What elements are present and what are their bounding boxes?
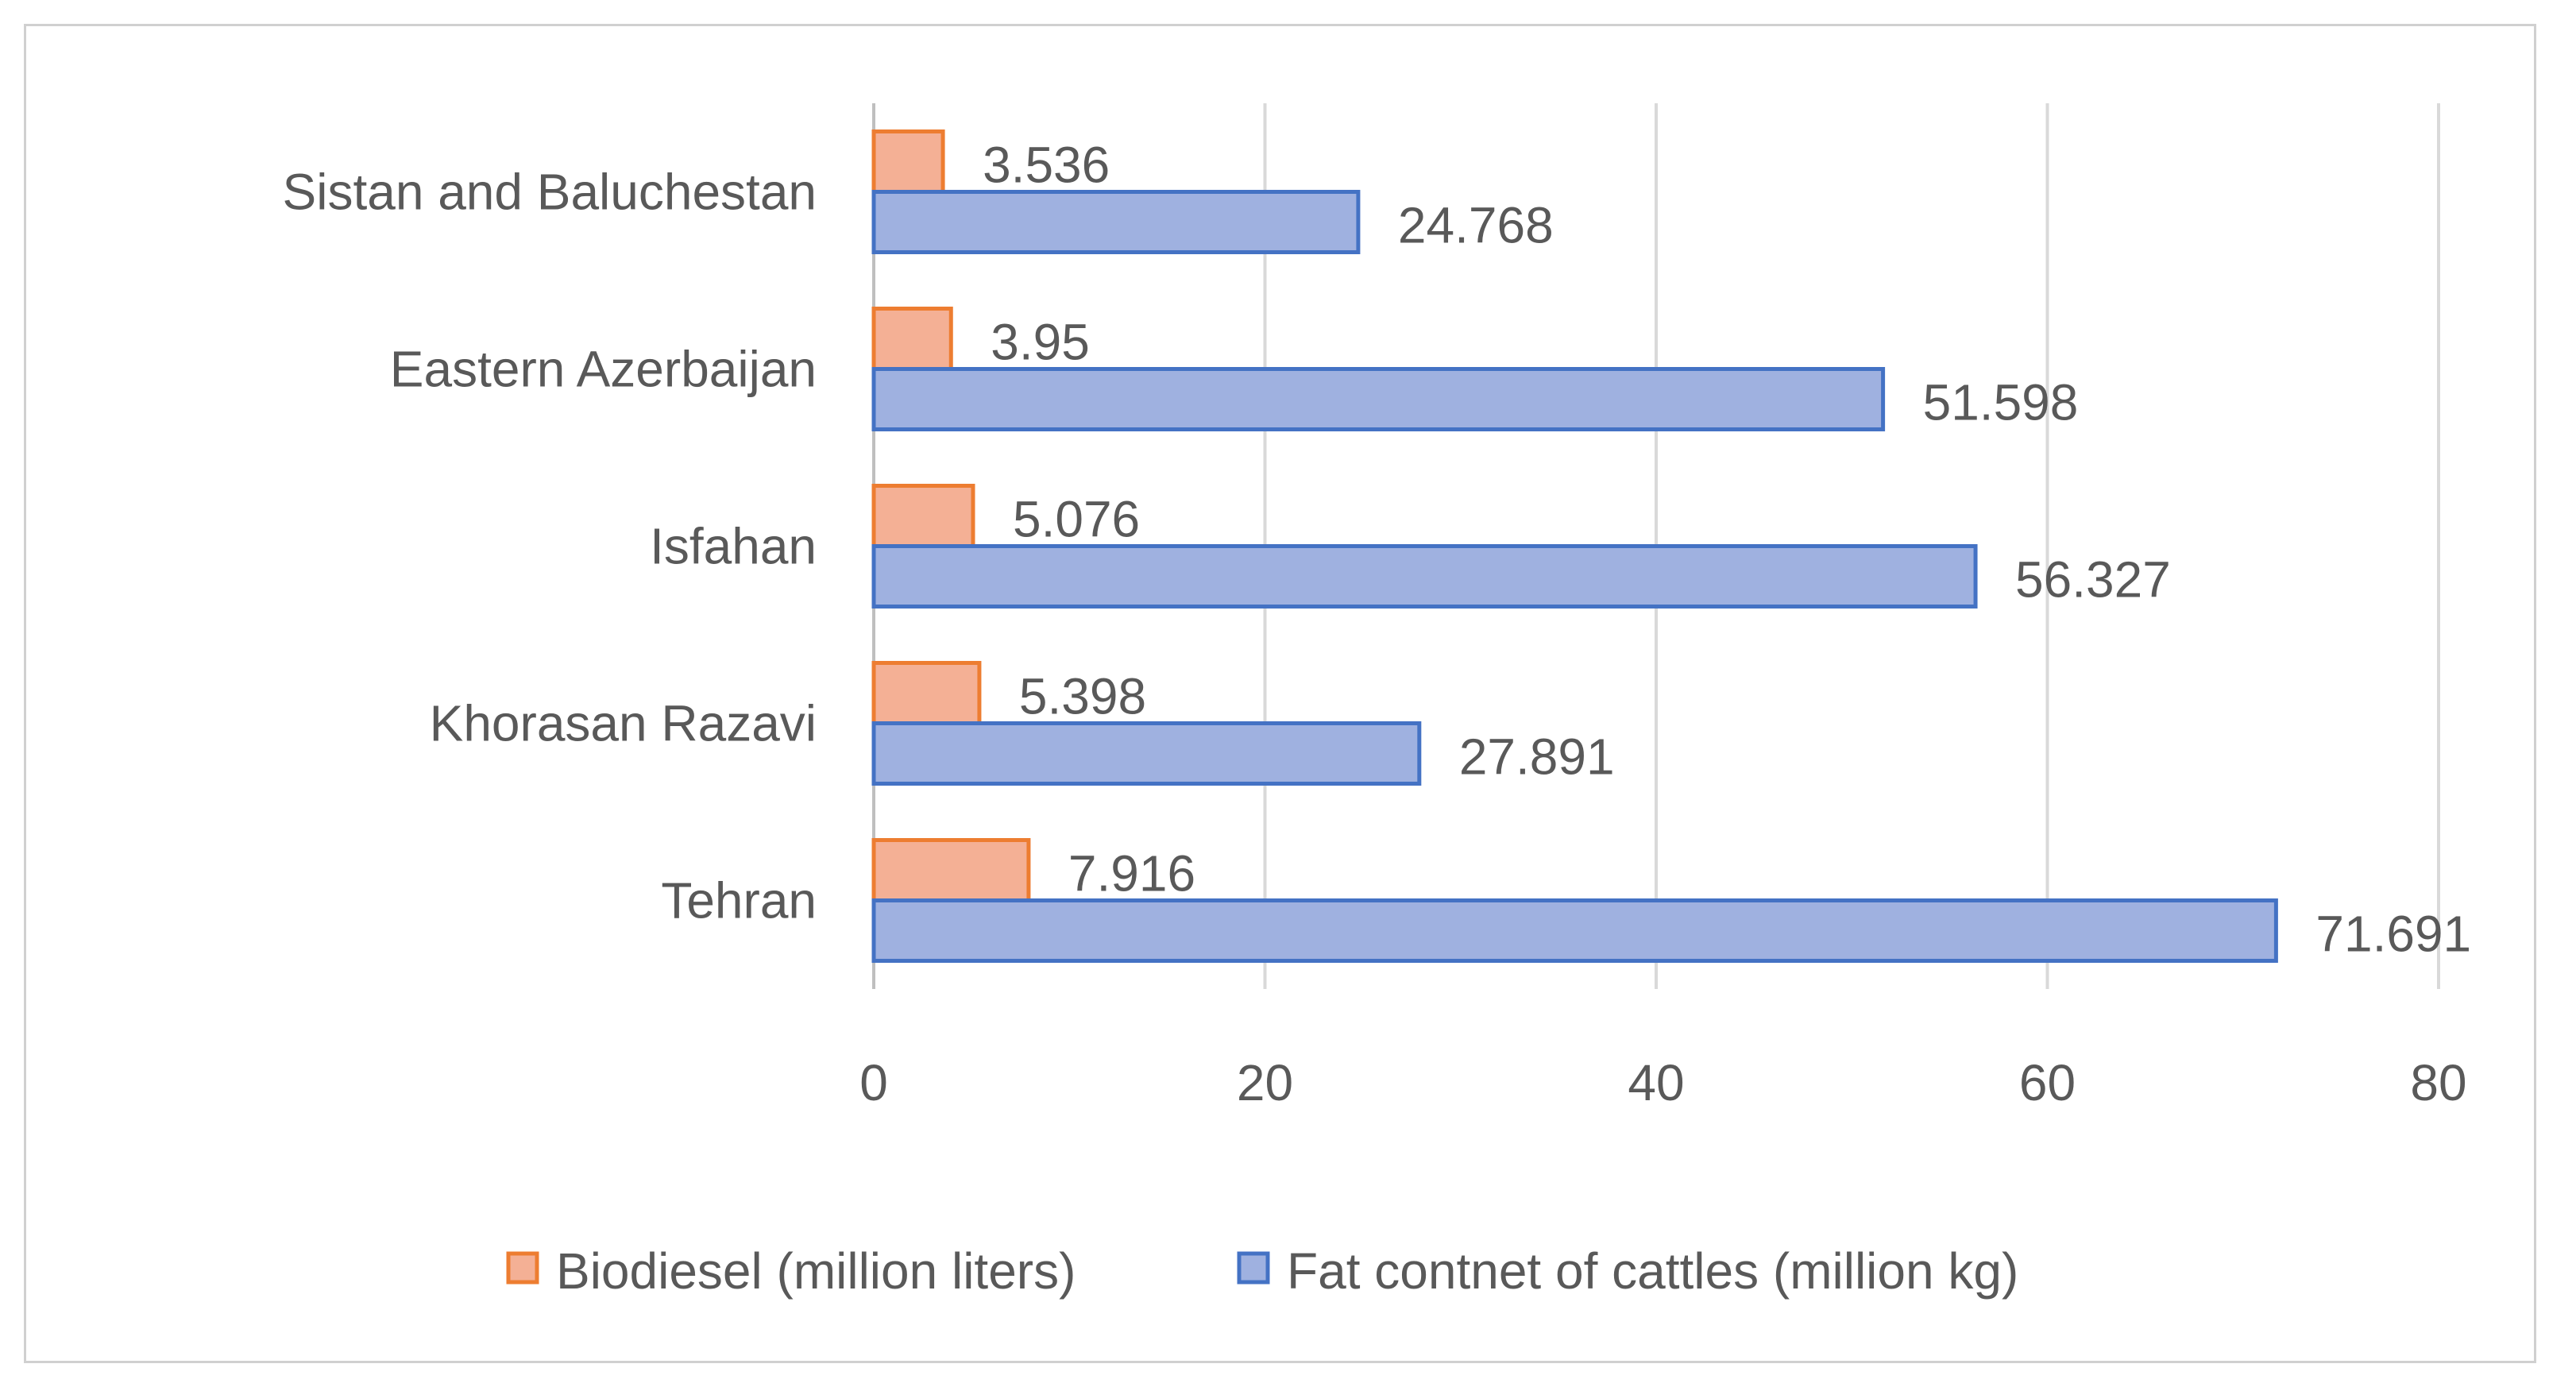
category-labels: Sistan and Baluchestan Eastern Azerbaijan…: [283, 164, 817, 929]
bar-fat-content-0: [871, 190, 1361, 254]
legend-swatch-fat-content: [1237, 1251, 1270, 1285]
bar-biodiesel-4: [871, 838, 1031, 902]
category-label: Isfahan: [650, 518, 817, 575]
data-label: 24.768: [1398, 197, 1554, 254]
category-label: Tehran: [661, 872, 817, 929]
category-label: Sistan and Baluchestan: [283, 164, 817, 221]
data-label: 51.598: [1923, 374, 2079, 431]
data-label: 3.536: [983, 137, 1110, 194]
data-label: 7.916: [1068, 845, 1195, 902]
bar-fat-content-1: [871, 367, 1886, 431]
data-label: 56.327: [2015, 551, 2171, 609]
data-label: 3.95: [991, 314, 1090, 371]
bar-biodiesel-2: [871, 484, 975, 548]
bar-biodiesel-1: [871, 307, 953, 371]
bar-fat-content-3: [871, 721, 1422, 786]
bar-biodiesel-0: [871, 129, 945, 194]
data-label: 5.076: [1013, 491, 1140, 548]
data-label: 5.398: [1019, 668, 1146, 725]
x-tick-label: 0: [859, 1054, 888, 1111]
legend-label-biodiesel: Biodiesel (million liters): [556, 1242, 1076, 1300]
x-tick-label: 60: [2019, 1054, 2076, 1111]
category-label: Khorasan Razavi: [430, 695, 817, 752]
legend-label-fat-content: Fat contnet of cattles (million kg): [1287, 1242, 2018, 1300]
data-label: 71.691: [2315, 906, 2471, 963]
bar-biodiesel-3: [871, 661, 982, 725]
legend-swatch-biodiesel: [506, 1251, 539, 1285]
legend: Biodiesel (million liters) Fat contnet o…: [506, 1242, 2018, 1300]
data-labels: 3.536 24.768 3.95 51.598 5.076 56.327 5.398 27.…: [983, 137, 2471, 963]
bar-fat-content-4: [871, 898, 2278, 963]
data-label: 27.891: [1459, 728, 1615, 786]
x-tick-label: 40: [1628, 1054, 1684, 1111]
x-axis-tick-labels: 0 20 40 60 80: [859, 1054, 2466, 1111]
category-label: Eastern Azerbaijan: [390, 341, 817, 398]
bars: [871, 129, 2278, 963]
x-tick-label: 80: [2410, 1054, 2466, 1111]
x-tick-label: 20: [1237, 1054, 1293, 1111]
bar-fat-content-2: [871, 544, 1978, 609]
